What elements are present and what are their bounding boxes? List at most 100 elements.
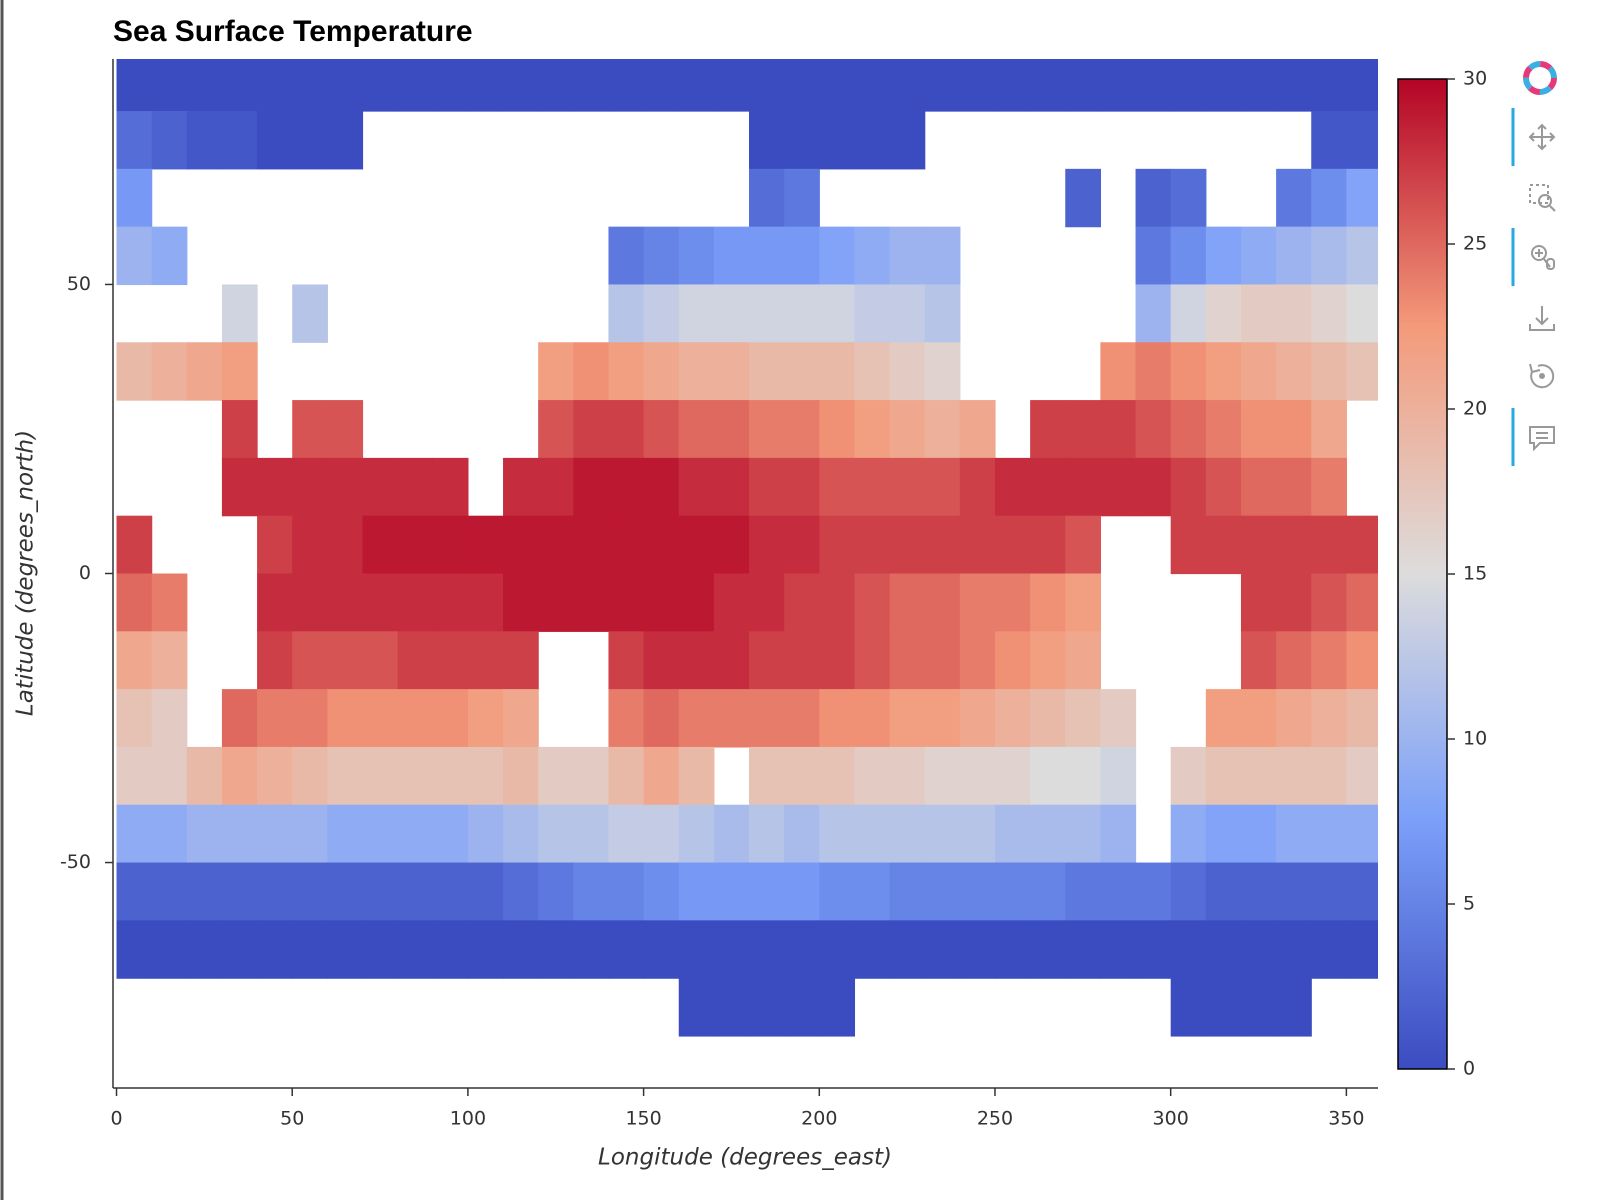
reset-tool[interactable] xyxy=(1529,363,1555,389)
heat-cell xyxy=(924,862,961,921)
heat-cell xyxy=(854,804,891,864)
heat-cell xyxy=(573,400,610,459)
heat-cell xyxy=(116,746,153,806)
heat-cell xyxy=(151,631,188,690)
heat-cell xyxy=(362,457,399,517)
heat-cell xyxy=(784,920,820,979)
heat-cell xyxy=(854,689,891,748)
heat-cell xyxy=(503,920,539,979)
heat-cell xyxy=(362,515,399,575)
heat-cell xyxy=(959,804,996,864)
heat-cell xyxy=(1170,226,1207,286)
heat-cell xyxy=(749,689,785,748)
heat-cell xyxy=(362,920,399,979)
heat-cell xyxy=(678,862,715,921)
heat-cell xyxy=(1311,168,1347,228)
heat-cell xyxy=(397,631,434,690)
heat-cell xyxy=(1276,515,1312,575)
heat-cell xyxy=(292,804,328,864)
heat-cell xyxy=(116,689,153,748)
colorbar-tick-label: 30 xyxy=(1463,68,1487,90)
heat-cell xyxy=(713,978,750,1037)
heat-cell xyxy=(924,689,961,748)
save-tool[interactable] xyxy=(1529,306,1555,331)
heat-cell xyxy=(397,573,434,632)
heat-cell xyxy=(784,631,820,690)
heat-cell xyxy=(1100,400,1137,459)
heat-cell xyxy=(784,573,820,632)
heat-cell xyxy=(221,804,258,864)
pan-tool[interactable] xyxy=(1528,123,1556,151)
heat-cell xyxy=(819,978,856,1037)
heat-cell xyxy=(608,862,645,921)
heat-cell xyxy=(362,59,399,112)
heat-cell xyxy=(221,59,258,112)
heat-cell xyxy=(1030,920,1066,979)
heat-cell xyxy=(643,515,680,575)
heat-cell xyxy=(1100,342,1137,401)
heat-cell xyxy=(1065,631,1102,690)
x-tick-label: 250 xyxy=(977,1108,1013,1130)
heat-cell xyxy=(186,342,223,401)
heat-cell xyxy=(397,804,434,864)
heat-cell xyxy=(889,457,926,517)
heat-cell xyxy=(292,689,328,748)
heat-cell xyxy=(467,920,504,979)
heat-cell xyxy=(1065,804,1102,864)
heat-cell xyxy=(1276,746,1312,806)
heat-cell xyxy=(1030,746,1066,806)
heat-cell xyxy=(1205,920,1242,979)
heat-cell xyxy=(1276,226,1312,286)
heat-cell xyxy=(1346,226,1378,286)
bokeh-logo xyxy=(1523,61,1557,95)
heat-cell xyxy=(994,862,1031,921)
heat-cell xyxy=(713,689,750,748)
heat-cell xyxy=(1030,862,1066,921)
heat-cell xyxy=(116,804,153,864)
heat-cell xyxy=(1135,168,1172,228)
heat-cell xyxy=(1030,59,1066,112)
heat-cell xyxy=(1240,631,1277,690)
heat-cell xyxy=(1240,804,1277,864)
heat-cell xyxy=(503,59,539,112)
heat-cell xyxy=(362,689,399,748)
heat-cell xyxy=(362,746,399,806)
wheel-zoom-tool[interactable] xyxy=(1531,245,1555,270)
heat-cell xyxy=(819,920,856,979)
heat-cell xyxy=(608,689,645,748)
heat-cell xyxy=(503,573,539,632)
heat-cell xyxy=(713,59,750,112)
heat-cell xyxy=(1276,689,1312,748)
heat-cell xyxy=(257,59,293,112)
heatmap xyxy=(116,59,1378,1037)
heat-cell xyxy=(1276,978,1312,1037)
box-zoom-tool[interactable] xyxy=(1529,184,1556,212)
heat-cell xyxy=(994,631,1031,690)
heat-cell xyxy=(608,59,645,112)
heat-cell xyxy=(889,111,926,170)
heat-cell xyxy=(713,920,750,979)
heat-cell xyxy=(784,400,820,459)
heat-cell xyxy=(819,59,856,112)
heat-cell xyxy=(257,573,293,632)
heat-cell xyxy=(1065,168,1102,228)
heat-cell xyxy=(1135,457,1172,517)
heat-cell xyxy=(924,226,961,286)
heat-cell xyxy=(784,457,820,517)
heat-cell xyxy=(432,573,469,632)
colorbar-tick-label: 0 xyxy=(1463,1058,1475,1080)
heat-cell xyxy=(749,631,785,690)
heat-cell xyxy=(1311,284,1347,343)
heat-cell xyxy=(467,515,504,575)
hover-tool[interactable] xyxy=(1529,426,1555,452)
heat-cell xyxy=(1346,59,1378,112)
heat-cell xyxy=(1240,573,1277,632)
heat-cell xyxy=(819,689,856,748)
heat-cell xyxy=(819,631,856,690)
heat-cell xyxy=(749,573,785,632)
heat-cell xyxy=(1311,342,1347,401)
heat-cell xyxy=(1170,59,1207,112)
heat-cell xyxy=(678,804,715,864)
heat-cell xyxy=(889,226,926,286)
heat-cell xyxy=(643,59,680,112)
